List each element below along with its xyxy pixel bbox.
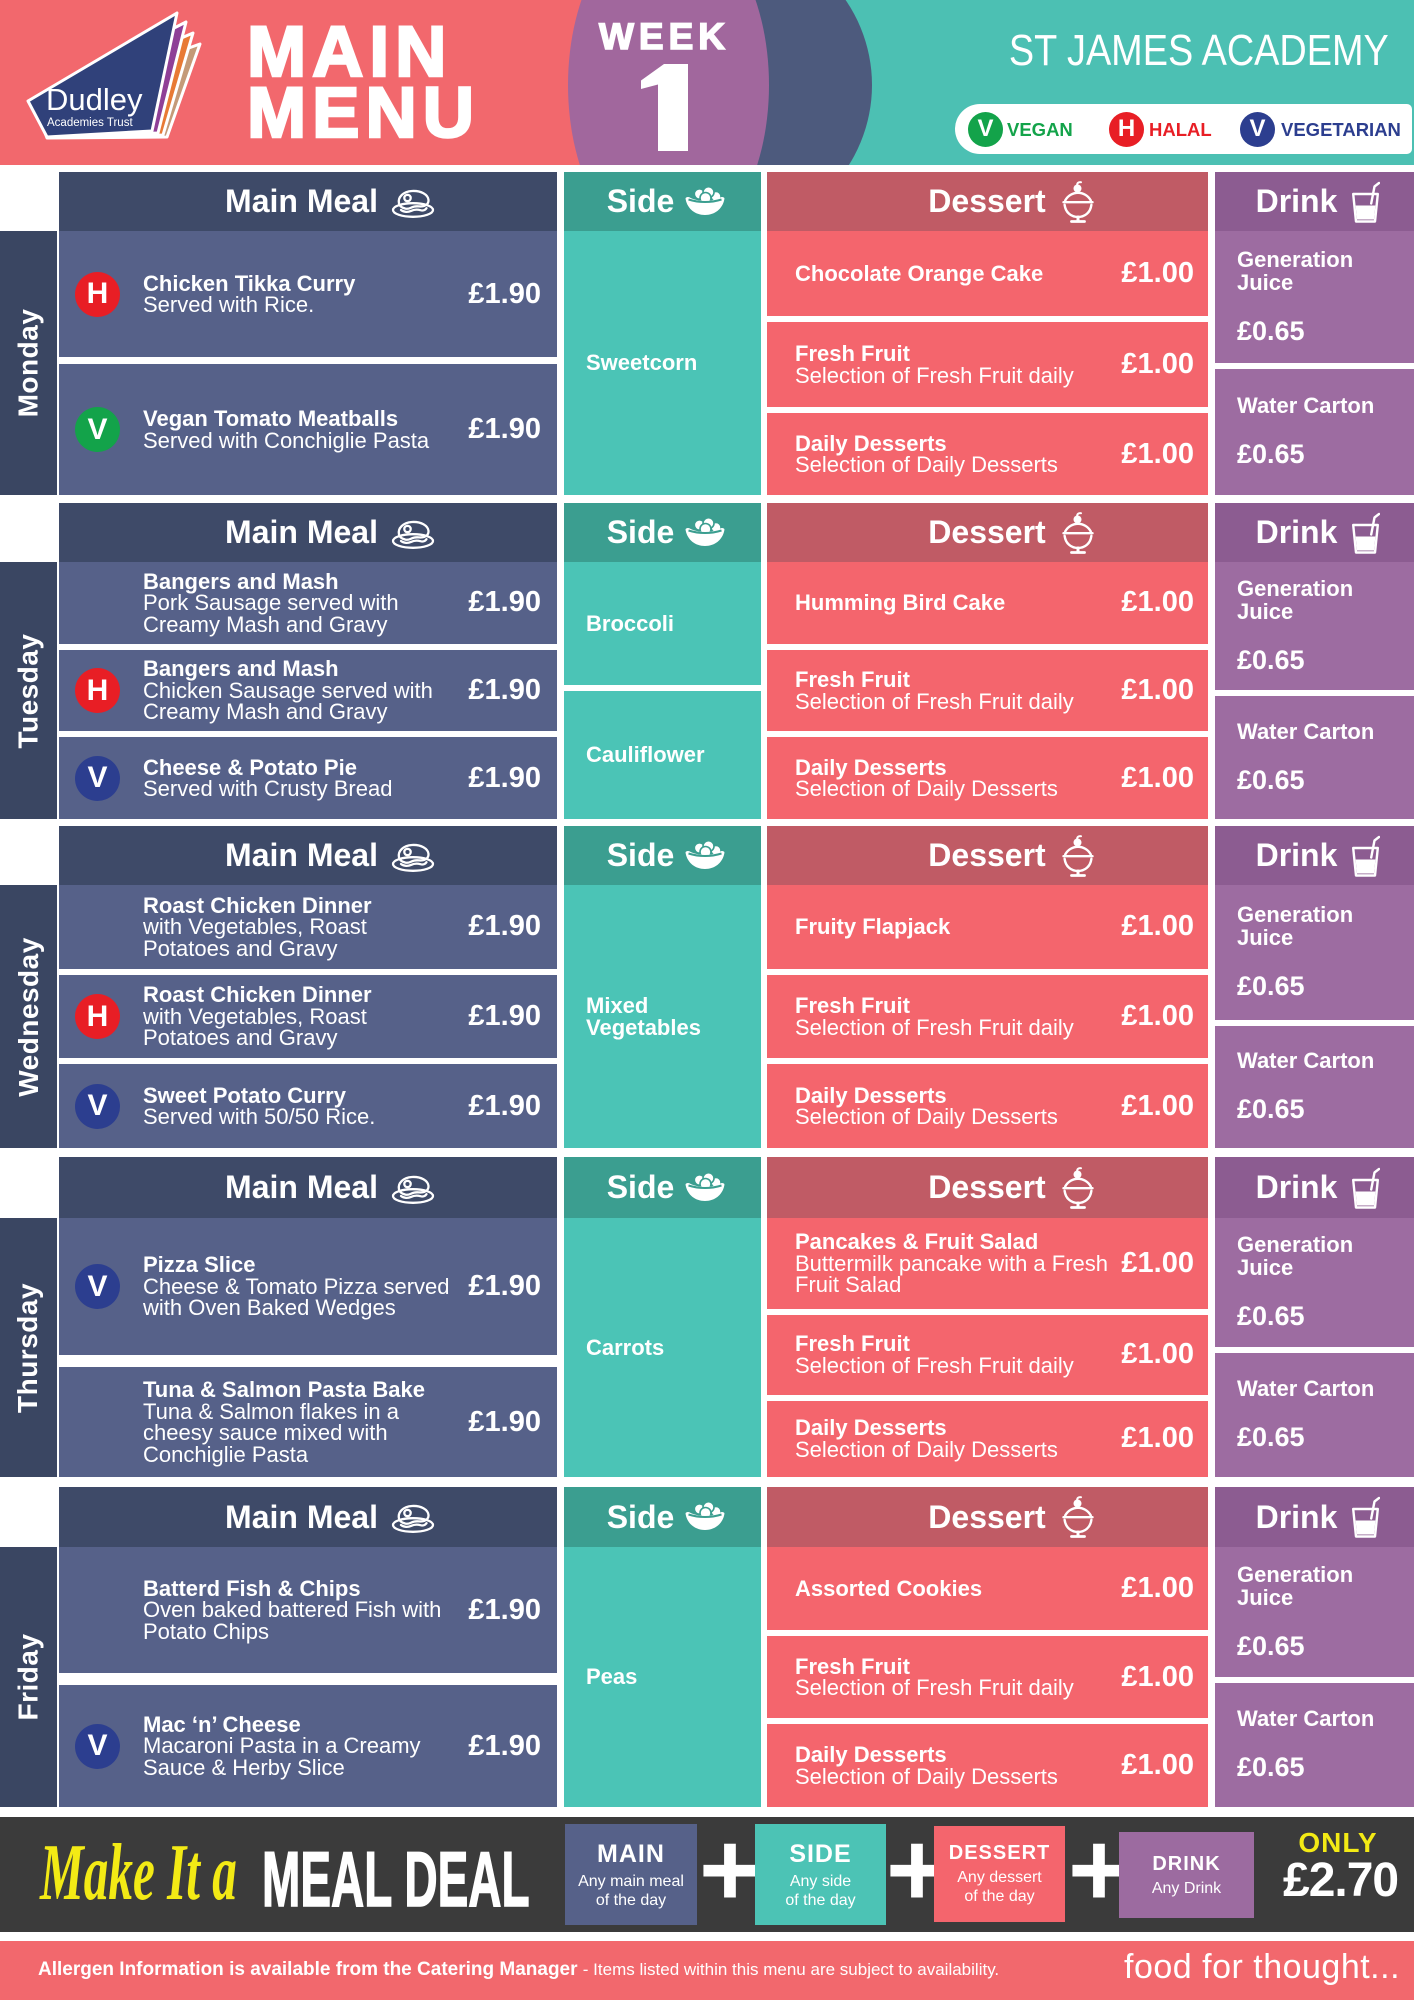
svg-text:Dudley: Dudley xyxy=(46,82,143,117)
svg-text:Academies Trust: Academies Trust xyxy=(47,117,133,129)
